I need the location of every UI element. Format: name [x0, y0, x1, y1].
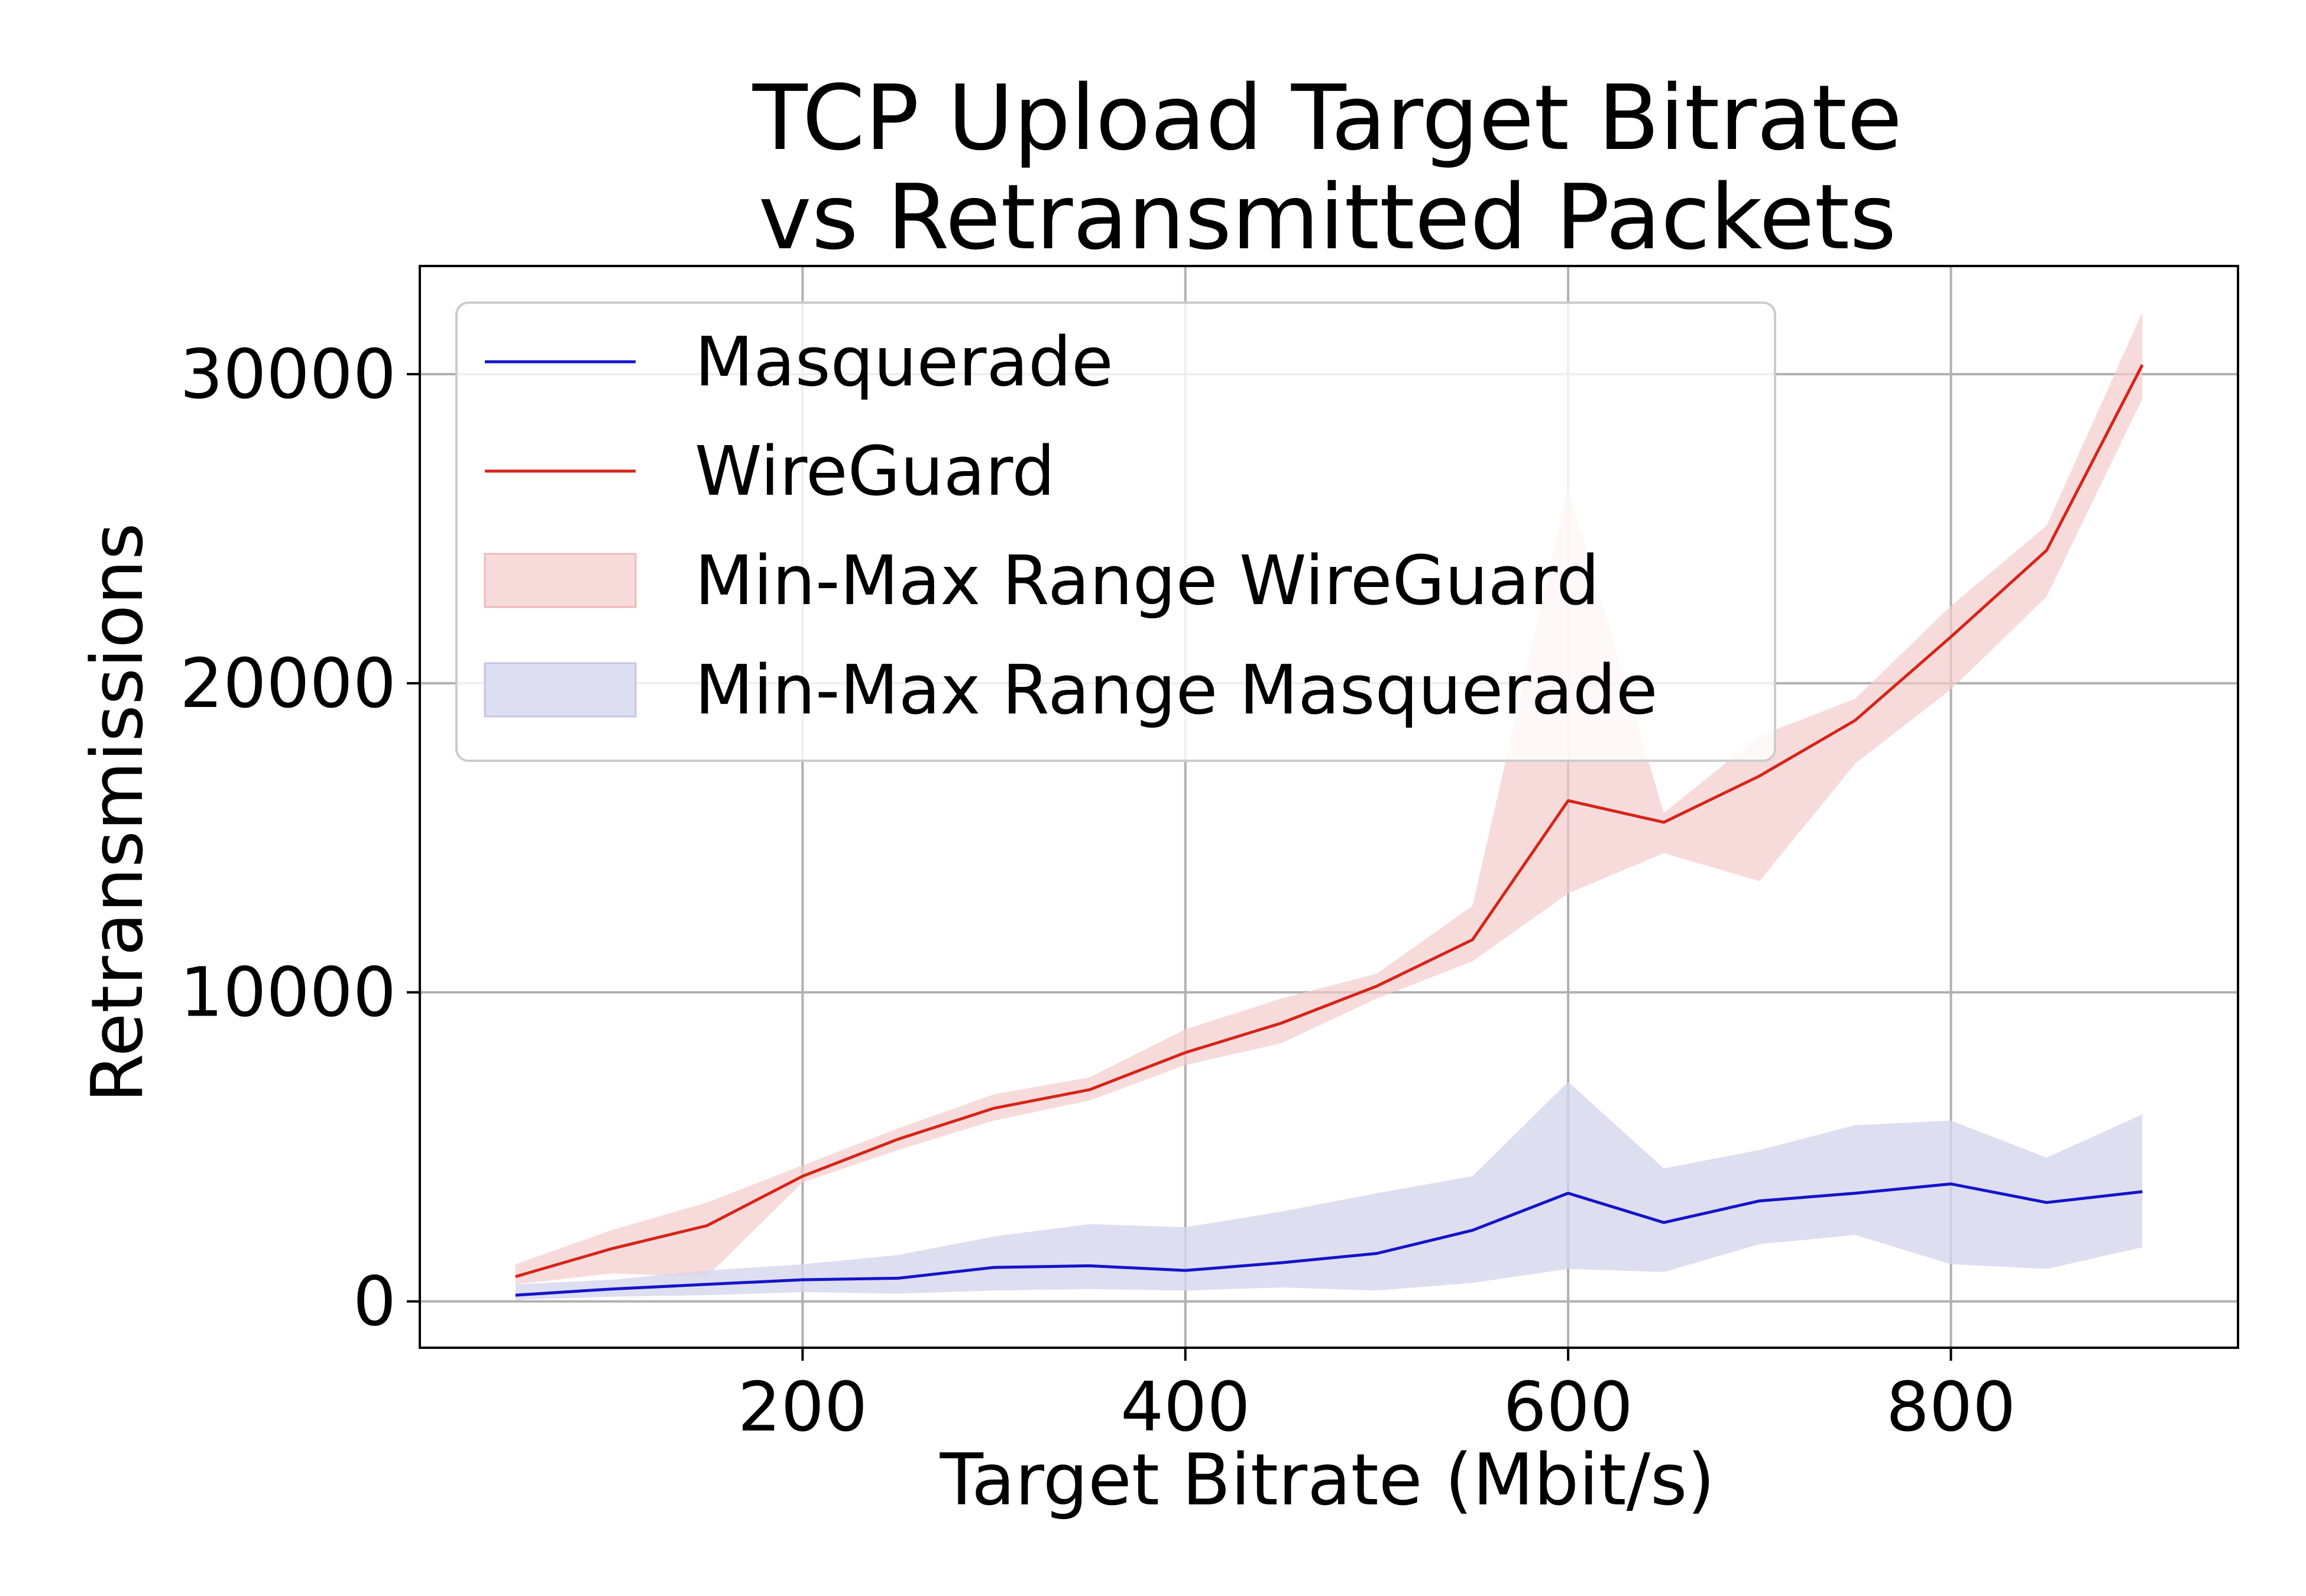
chart-title-line-1: TCP Upload Target Bitrate	[752, 66, 1902, 170]
y-tick-label: 10000	[180, 953, 396, 1033]
band-masquerade	[515, 1082, 2143, 1300]
x-axis-ticks: 200 400 600 800	[738, 1348, 2016, 1447]
series-line-masquerade	[515, 1182, 2143, 1297]
legend-swatch-range-masquerade	[484, 662, 637, 718]
x-tick-label: 200	[738, 1368, 868, 1447]
legend-swatch-range-wireguard	[484, 553, 637, 608]
x-tick-label: 600	[1503, 1368, 1633, 1447]
y-tick-label: 20000	[180, 644, 396, 724]
min-max-bands	[515, 312, 2143, 1300]
x-axis-label: Target Bitrate (Mbit/s)	[940, 1439, 1715, 1522]
legend-box	[455, 301, 1776, 762]
legend-label-range-wireguard: Min-Max Range WireGuard	[695, 541, 1599, 621]
y-axis-ticks: 0 10000 20000 30000	[180, 335, 420, 1342]
legend-label-range-masquerade: Min-Max Range Masquerade	[695, 651, 1658, 730]
legend: Masquerade WireGuard Min-Max Range WireG…	[455, 301, 1776, 762]
band-wireguard	[515, 312, 2143, 1284]
legend-label-masquerade: Masquerade	[695, 323, 1113, 402]
y-axis-label: Retransmissions	[77, 523, 159, 1103]
series-line-wireguard	[515, 364, 2144, 1279]
y-tick-label: 30000	[180, 335, 396, 414]
plot-frame	[419, 265, 2239, 1349]
legend-label-wireguard: WireGuard	[695, 432, 1055, 511]
chart-title-line-2: vs Retransmitted Packets	[759, 165, 1897, 270]
y-tick-label: 0	[353, 1263, 396, 1342]
x-tick-label: 400	[1120, 1368, 1251, 1447]
x-tick-label: 800	[1886, 1368, 2016, 1447]
series-lines	[515, 364, 2144, 1297]
